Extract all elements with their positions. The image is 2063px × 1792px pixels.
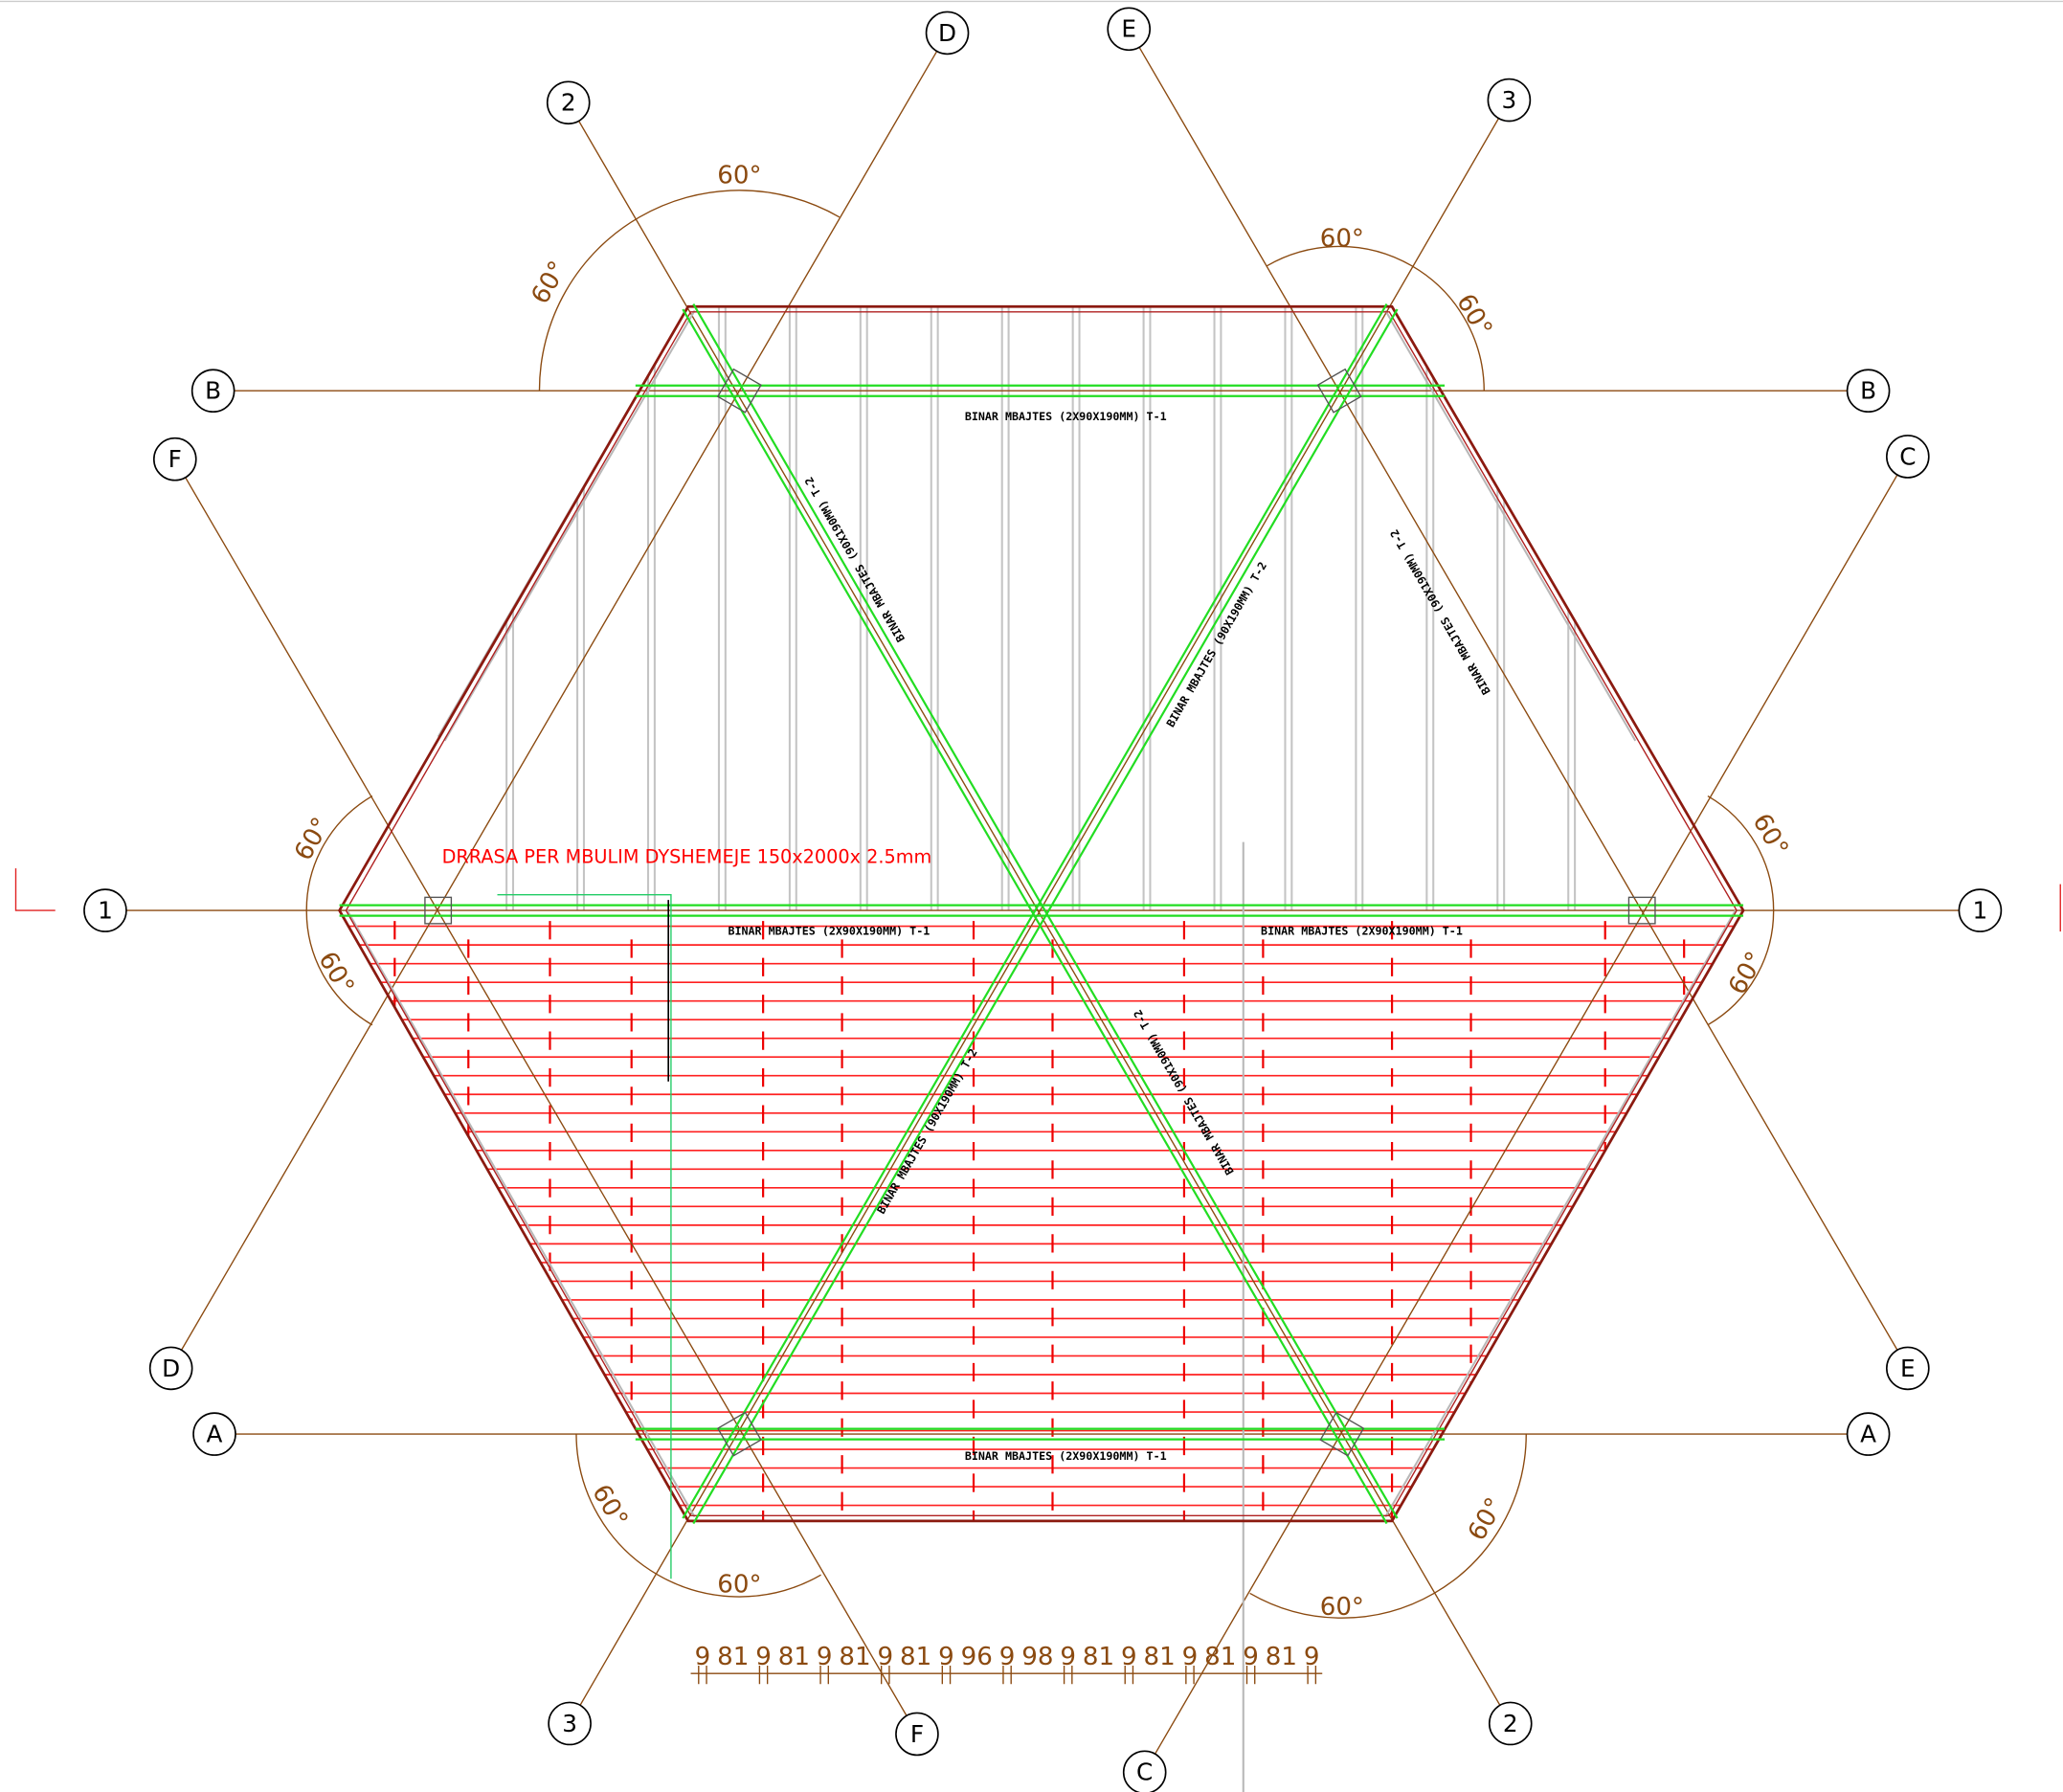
reference-lines [497, 893, 672, 1579]
dimension-label: 9 [1182, 1643, 1199, 1671]
grid-bubble [1846, 1412, 1891, 1456]
dimension-label: 81 [1083, 1643, 1114, 1671]
grid-bubble [1487, 78, 1532, 123]
dimension-label: 9 [1304, 1643, 1320, 1671]
angle-label: 60° [717, 162, 761, 190]
beam-label: BINAR MBAJTES (2X90X190MM) T-1 [965, 1449, 1167, 1463]
grid-label: C [1136, 1758, 1153, 1786]
grid-label: 2 [1503, 1710, 1518, 1737]
dimension-label: 81 [717, 1643, 749, 1671]
dimension-label: 81 [900, 1643, 931, 1671]
beam-label: BINAR MBAJTES (2X90X190MM) T-1 [1261, 925, 1463, 938]
dimension-label: 81 [1266, 1643, 1297, 1671]
grid-lines [125, 47, 1960, 1755]
section-marks [14, 868, 2061, 932]
angle-label: 60° [1320, 225, 1364, 254]
angle-label: 60° [312, 947, 359, 999]
angle-label: 60° [1463, 1493, 1510, 1546]
outline-inner [345, 311, 1738, 1517]
grid-label: F [168, 445, 182, 473]
beam-label: BINAR MBAJTES (2X90X190MM) T-1 [965, 410, 1167, 423]
grid-label: 1 [98, 896, 113, 924]
rafters [505, 306, 1577, 911]
beam-label: BINAR MBAJTES (90X190MM) T-2 [1387, 527, 1493, 697]
beams [339, 302, 1744, 1525]
dimension-label: 81 [839, 1643, 870, 1671]
grid-bubble [1846, 369, 1891, 414]
grid-bubble [1488, 1701, 1533, 1746]
grid-label: E [1900, 1355, 1916, 1382]
dimension-label: 81 [778, 1643, 810, 1671]
dimension-label: 9 [695, 1643, 711, 1671]
angle-label: 60° [1320, 1593, 1364, 1622]
dimension-label: 9 [755, 1643, 772, 1671]
post-marks [424, 368, 1656, 1457]
grid-bubble [1886, 435, 1930, 479]
beam-label: BINAR MBAJTES (2X90X190MM) T-1 [728, 925, 930, 938]
grid-bubble [1958, 888, 2003, 932]
dimension-label: 98 [1021, 1643, 1053, 1671]
beam-label: BINAR MBAJTES (90X190MM) T-2 [1164, 560, 1270, 729]
grid-label: 3 [562, 1710, 577, 1737]
grid-label: 1 [1973, 896, 1988, 924]
dimension-label: 9 [938, 1643, 954, 1671]
grid-label: E [1121, 15, 1136, 43]
grid-label: D [938, 19, 956, 47]
grid-label: 3 [1502, 86, 1517, 114]
grid-bubble [191, 369, 235, 414]
dimension-label: 9 [817, 1643, 833, 1671]
dimension-label: 9 [877, 1643, 893, 1671]
dimension-label: 9 [999, 1643, 1016, 1671]
dimension-label: 81 [1144, 1643, 1176, 1671]
labels: 1 1 B B A A 2 2 3 3 D D E E F F C C 60° 60° 60° 60° 60° 60° 60° 6… [83, 7, 2003, 1792]
floor-boards [339, 921, 1744, 1521]
dimension-label: 9 [1060, 1643, 1076, 1671]
grid-bubble [1122, 1750, 1167, 1792]
grid-bubble [1107, 7, 1152, 52]
grid-bubble [192, 1412, 236, 1456]
dimension-label: 81 [1204, 1643, 1236, 1671]
angle-label: 60° [526, 257, 572, 309]
angle-label: 60° [289, 813, 336, 865]
grid-label: B [1860, 377, 1876, 405]
beam-label: BINAR MBAJTES (90X190MM) T-2 [802, 475, 908, 644]
dimension-label: 96 [961, 1643, 993, 1671]
angle-label: 60° [1723, 947, 1770, 999]
grid-label: A [1860, 1420, 1876, 1447]
grid-label: A [207, 1420, 223, 1447]
grid-bubble [548, 1701, 592, 1746]
drawing-title: DRRASA PER MBULIM DYSHEMEJE 150x2000x 2.… [442, 846, 932, 868]
grid-bubble [1886, 1346, 1930, 1391]
grid-bubble [895, 1712, 939, 1757]
dimension-label: 9 [1121, 1643, 1137, 1671]
grid-bubble [546, 80, 591, 125]
grid-bubble [83, 888, 127, 932]
grid-bubble [148, 1346, 193, 1391]
grid-label: B [205, 377, 221, 405]
outline [338, 304, 1745, 1523]
grid-label: F [910, 1720, 924, 1748]
angle-label: 60° [1746, 809, 1793, 862]
grid-label: C [1899, 442, 1916, 470]
dimension-label: 9 [1243, 1643, 1259, 1671]
angle-label: 60° [717, 1571, 761, 1600]
grid-label: D [162, 1355, 180, 1382]
grid-label: 2 [561, 89, 576, 117]
angle-label: 60° [586, 1480, 633, 1533]
grid-bubble [925, 11, 970, 56]
angle-label: 60° [1450, 289, 1497, 342]
grid-bubble [152, 437, 197, 482]
